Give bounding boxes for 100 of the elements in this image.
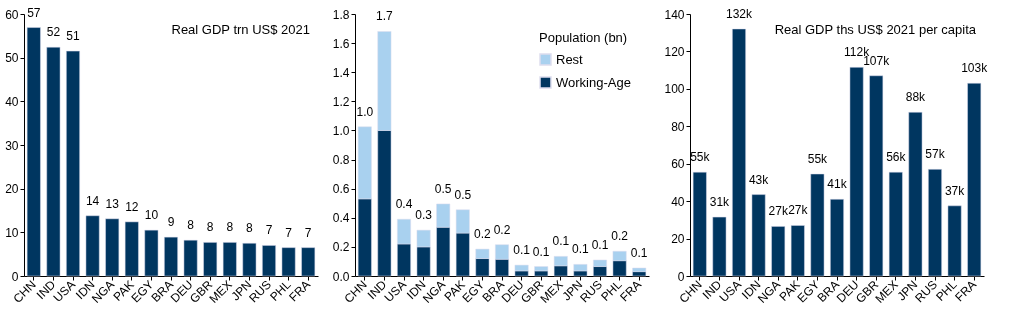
y-tick-label: 0.8 [332, 153, 350, 168]
total-label: 0.1 [630, 245, 648, 260]
bar [144, 229, 159, 277]
legend-label: Rest [556, 51, 584, 67]
total-label: 0.1 [552, 234, 570, 249]
bar [849, 67, 864, 277]
data-label: 8 [246, 221, 254, 236]
total-label: 0.1 [513, 243, 531, 258]
data-label: 41k [827, 177, 848, 192]
total-label: 0.2 [493, 222, 511, 237]
data-label: 7 [285, 225, 293, 240]
total-label: 0.2 [474, 227, 492, 242]
bar [222, 242, 237, 277]
data-label: 37k [944, 183, 966, 198]
data-label: 27k [768, 204, 789, 219]
total-label: 0.5 [454, 187, 472, 202]
data-label: 8 [226, 220, 234, 235]
bar [928, 169, 942, 277]
y-tick-label: 1.6 [332, 36, 350, 51]
y-tick-label: 0 [11, 269, 19, 284]
y-tick-label: 20 [5, 182, 19, 197]
y-tick-label: 0.0 [332, 269, 350, 284]
data-label: 57 [27, 5, 41, 20]
total-label: 1.7 [376, 9, 394, 24]
bar [281, 247, 296, 277]
data-label: 14 [85, 193, 100, 208]
data-label: 7 [304, 225, 312, 240]
y-tick-label: 10 [5, 225, 19, 240]
text: Real GDP trn US$ 2021 [171, 22, 310, 37]
total-label: 0.1 [591, 237, 609, 252]
data-label: 56k [886, 150, 907, 165]
bar [790, 225, 805, 277]
y-tick-label: 1.2 [332, 94, 350, 109]
y-tick-label: 0.2 [332, 240, 350, 255]
y-tick-label: 30 [5, 138, 19, 153]
bar [712, 216, 727, 277]
bar [632, 271, 647, 277]
data-label: 55k [690, 150, 711, 165]
y-tick-label: 50 [5, 51, 19, 66]
data-label: 55k [807, 152, 829, 167]
text: Real GDP ths US$ 2021 per capita [774, 22, 977, 37]
y-tick-label: 40 [5, 94, 19, 109]
bar [967, 82, 982, 277]
bar [105, 218, 120, 277]
data-label: 43k [748, 172, 770, 187]
data-label: 51 [66, 29, 80, 44]
y-tick-label: 20 [671, 232, 685, 247]
bar [908, 112, 923, 277]
bar [830, 199, 844, 277]
data-label: 27k [788, 203, 809, 218]
data-label: 52 [46, 25, 61, 40]
y-tick-label: 0.4 [332, 211, 350, 226]
y-tick-label: 0 [677, 269, 685, 284]
y-tick-label: 60 [671, 157, 685, 172]
bar [301, 247, 316, 277]
data-label: 8 [206, 220, 214, 235]
total-label: 0.5 [434, 181, 452, 196]
y-tick-label: 120 [664, 44, 685, 59]
bar [66, 50, 80, 277]
total-label: 0.3 [415, 208, 433, 223]
bar [46, 46, 61, 277]
bar [242, 243, 257, 277]
bar [771, 226, 786, 277]
data-label: 10 [144, 208, 159, 223]
bar [124, 221, 139, 277]
y-tick-label: 60 [5, 7, 19, 22]
bar [26, 27, 41, 277]
bar [732, 28, 746, 277]
data-label: 13 [105, 196, 120, 211]
y-tick-label: 40 [671, 194, 685, 209]
total-label: 0.2 [611, 229, 629, 244]
data-label: 31k [709, 195, 731, 210]
data-label: 103k [961, 61, 989, 76]
bar [534, 270, 549, 277]
y-tick-label: 140 [664, 7, 685, 22]
y-tick-label: 100 [664, 82, 685, 97]
bar [810, 173, 825, 277]
bar [164, 236, 178, 277]
y-tick-label: 1.8 [332, 7, 350, 22]
data-label: 88k [905, 90, 927, 105]
y-tick-label: 1.4 [332, 65, 350, 80]
legend-title: Population (bn) [539, 30, 628, 45]
bar [947, 205, 962, 277]
bar [183, 239, 198, 277]
data-label: 12 [125, 199, 139, 214]
total-label: 0.1 [572, 242, 590, 257]
total-label: 0.1 [532, 244, 550, 259]
bar [888, 171, 903, 277]
bar [751, 194, 766, 277]
data-label: 132k [725, 6, 754, 21]
y-tick-label: 1.0 [332, 123, 350, 138]
bar [869, 75, 884, 277]
total-label: 0.4 [395, 197, 413, 212]
bar [85, 215, 100, 277]
legend-label: Working-Age [556, 74, 631, 90]
y-tick-label: 80 [671, 119, 685, 134]
data-label: 8 [187, 218, 195, 233]
data-label: 9 [167, 215, 175, 230]
bar [262, 245, 276, 277]
bar [692, 171, 707, 277]
